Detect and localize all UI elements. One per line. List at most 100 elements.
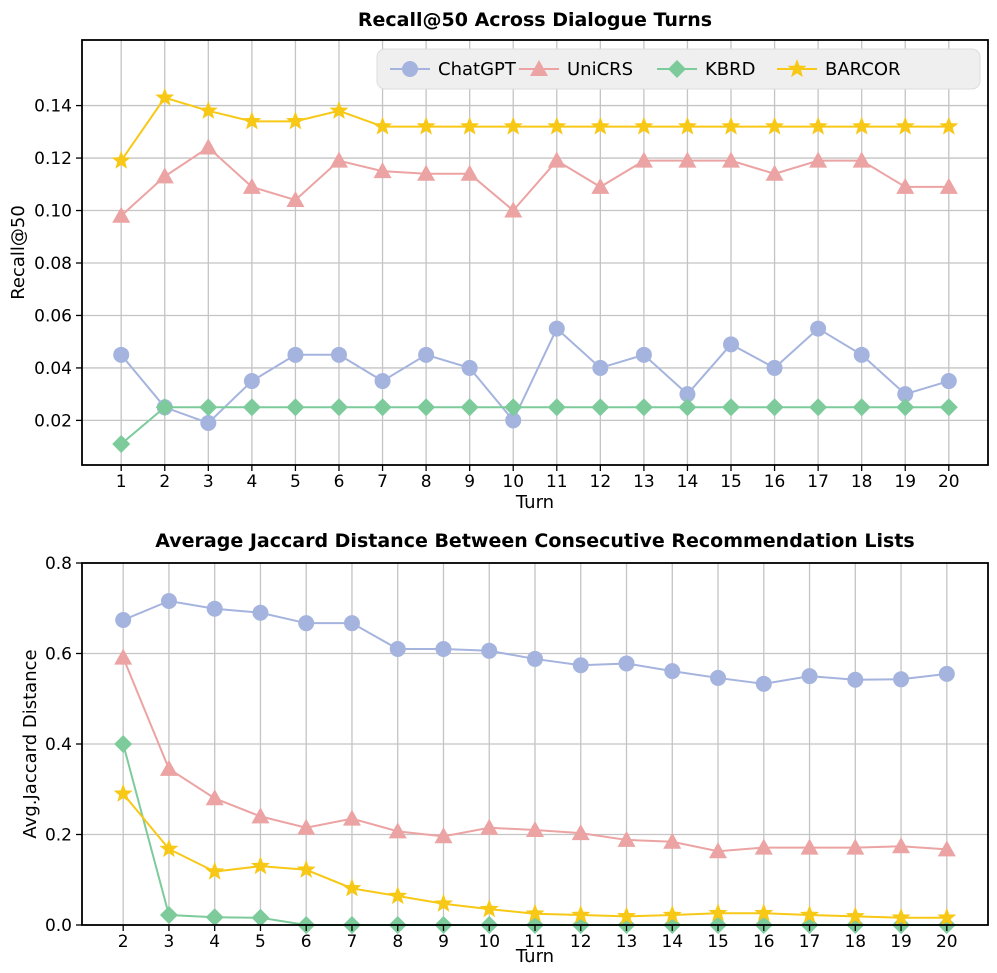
- data-point-unicrs: [329, 151, 348, 168]
- data-point-unicrs: [526, 820, 544, 837]
- legend-label-kbrd: KBRD: [705, 59, 756, 80]
- y-tick-label: 0.04: [34, 359, 72, 379]
- data-point-chatgpt: [527, 650, 543, 667]
- data-point-kbrd: [634, 398, 653, 417]
- data-point-chatgpt: [200, 415, 217, 432]
- data-point-barcor: [250, 856, 270, 875]
- data-point-unicrs: [112, 206, 131, 223]
- data-point-unicrs: [634, 151, 653, 168]
- data-point-barcor: [845, 906, 865, 925]
- data-point-chatgpt: [847, 671, 864, 688]
- data-point-unicrs: [547, 151, 566, 168]
- data-point-barcor: [937, 907, 957, 926]
- data-point-barcor: [159, 838, 179, 858]
- legend-label-unicrs: UniCRS: [567, 59, 633, 80]
- x-tick-label: 17: [799, 932, 821, 952]
- data-point-unicrs: [242, 177, 261, 194]
- data-point-barcor: [800, 905, 820, 924]
- data-point-barcor: [205, 861, 225, 880]
- data-point-barcor: [891, 907, 911, 926]
- data-point-chatgpt: [572, 657, 589, 674]
- data-point-unicrs: [114, 648, 133, 665]
- x-tick-label: 10: [478, 932, 500, 952]
- chart-panel-2: 2 3 4 5 6 7 8 9 10 11 12 13 14 15 16 17 18 19 20 0.0 0.2 0.4 0…: [20, 530, 989, 967]
- data-point-unicrs: [286, 191, 305, 208]
- data-point-chatgpt: [115, 612, 132, 629]
- data-point-unicrs: [939, 177, 958, 194]
- y-tick-label: 0.6: [45, 645, 72, 665]
- plot-frame: [81, 39, 989, 466]
- data-point-chatgpt: [505, 412, 522, 429]
- data-point-unicrs: [765, 164, 784, 181]
- data-point-chatgpt: [343, 615, 360, 632]
- x-tick-label: 7: [347, 932, 358, 952]
- legend-marker-chatgpt: [402, 61, 418, 77]
- data-point-chatgpt: [252, 604, 269, 621]
- data-point-barcor: [617, 906, 637, 925]
- data-point-barcor: [662, 905, 682, 924]
- x-tick-label: 19: [894, 472, 916, 492]
- data-point-chatgpt: [435, 640, 452, 657]
- data-point-unicrs: [709, 842, 728, 859]
- data-point-kbrd: [852, 398, 871, 417]
- x-tick-label: 2: [159, 472, 170, 492]
- data-point-chatgpt: [243, 373, 260, 390]
- data-point-chatgpt: [481, 642, 498, 659]
- data-point-barcor: [296, 859, 316, 878]
- data-point-barcor: [677, 116, 697, 135]
- data-point-unicrs: [297, 818, 316, 835]
- data-point-chatgpt: [548, 320, 565, 337]
- data-point-unicrs: [896, 177, 915, 194]
- data-point-unicrs: [937, 840, 956, 857]
- data-point-chatgpt: [461, 359, 478, 376]
- data-point-unicrs: [617, 830, 636, 847]
- data-point-barcor: [571, 905, 591, 924]
- data-point-chatgpt: [766, 359, 783, 376]
- data-point-chatgpt: [897, 386, 914, 403]
- data-point-chatgpt: [330, 346, 347, 363]
- data-point-barcor: [808, 116, 828, 135]
- data-point-kbrd: [286, 398, 305, 417]
- y-tick-label: 0.06: [34, 306, 72, 326]
- data-point-barcor: [939, 116, 959, 135]
- data-point-unicrs: [852, 151, 871, 168]
- data-point-chatgpt: [810, 320, 827, 337]
- data-point-unicrs: [205, 789, 224, 806]
- legend-marker-kbrd: [668, 60, 686, 78]
- data-point-kbrd: [114, 735, 133, 753]
- y-tick-label: 0.10: [34, 202, 72, 222]
- y-axis-label: Recall@50: [8, 205, 29, 300]
- data-point-unicrs: [373, 162, 392, 179]
- data-point-unicrs: [809, 151, 828, 168]
- series-line-chatgpt: [120, 326, 950, 425]
- data-point-kbrd: [722, 398, 741, 417]
- x-tick-label: 8: [421, 472, 432, 492]
- x-tick-label: 6: [301, 932, 312, 952]
- data-point-barcor: [342, 878, 362, 897]
- data-point-kbrd: [591, 398, 610, 417]
- legend-marker-unicrs: [530, 60, 548, 76]
- data-point-barcor: [590, 116, 610, 135]
- y-tick-label: 0.02: [34, 411, 72, 431]
- y-tick-label: 0.08: [34, 254, 72, 274]
- data-point-chatgpt: [755, 675, 772, 692]
- data-point-barcor: [895, 116, 915, 135]
- data-point-unicrs: [434, 827, 453, 844]
- data-point-unicrs: [342, 809, 361, 826]
- series-line-kbrd: [120, 406, 949, 445]
- x-tick-label: 20: [936, 932, 958, 952]
- data-point-unicrs: [892, 837, 911, 854]
- data-point-chatgpt: [635, 346, 652, 363]
- data-point-barcor: [547, 116, 567, 135]
- y-tick-label: 0.12: [34, 149, 72, 169]
- data-point-kbrd: [547, 398, 566, 417]
- data-point-barcor: [285, 111, 305, 130]
- y-tick-label: 0.2: [45, 826, 72, 846]
- data-point-kbrd: [155, 398, 174, 417]
- x-tick-label: 4: [246, 472, 257, 492]
- chart-panel-1: 1 2 3 4 5 6 7 8 9 10 11 12 13 14 15 16 17 18 19 200.020.040…: [8, 9, 989, 513]
- data-point-kbrd: [159, 906, 178, 925]
- data-point-barcor: [765, 116, 785, 135]
- data-point-unicrs: [417, 164, 436, 181]
